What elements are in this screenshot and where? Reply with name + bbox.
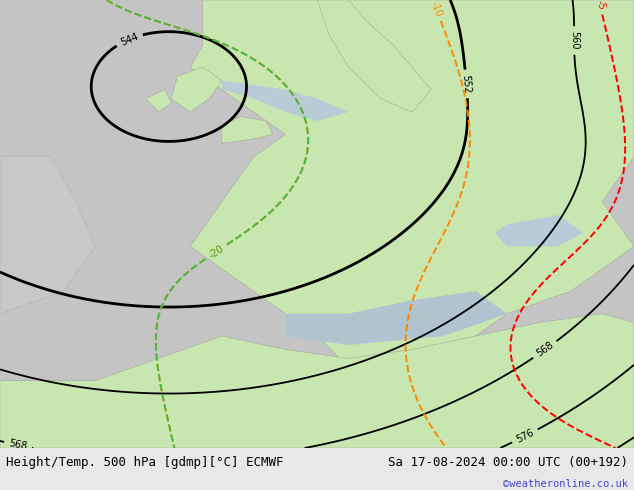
- Polygon shape: [222, 117, 273, 144]
- Polygon shape: [495, 215, 583, 246]
- Text: 576: 576: [514, 427, 536, 445]
- Text: ©weatheronline.co.uk: ©weatheronline.co.uk: [503, 479, 628, 489]
- Text: -10: -10: [429, 0, 444, 18]
- Polygon shape: [0, 314, 634, 448]
- Text: -5: -5: [594, 0, 606, 11]
- Polygon shape: [146, 90, 171, 112]
- Text: 552: 552: [461, 74, 472, 94]
- Text: Sa 17-08-2024 00:00 UTC (00+192): Sa 17-08-2024 00:00 UTC (00+192): [387, 456, 628, 469]
- Polygon shape: [0, 157, 95, 314]
- Text: 544: 544: [119, 31, 140, 48]
- Polygon shape: [171, 67, 222, 112]
- Text: -20: -20: [207, 243, 226, 260]
- Polygon shape: [317, 0, 431, 112]
- Text: 560: 560: [569, 31, 579, 50]
- Text: -20: -20: [207, 243, 226, 260]
- Polygon shape: [222, 81, 349, 121]
- Text: Height/Temp. 500 hPa [gdmp][°C] ECMWF: Height/Temp. 500 hPa [gdmp][°C] ECMWF: [6, 456, 284, 469]
- Text: 568: 568: [8, 438, 28, 452]
- Polygon shape: [285, 291, 507, 345]
- Polygon shape: [190, 0, 634, 381]
- Text: 568: 568: [534, 340, 555, 359]
